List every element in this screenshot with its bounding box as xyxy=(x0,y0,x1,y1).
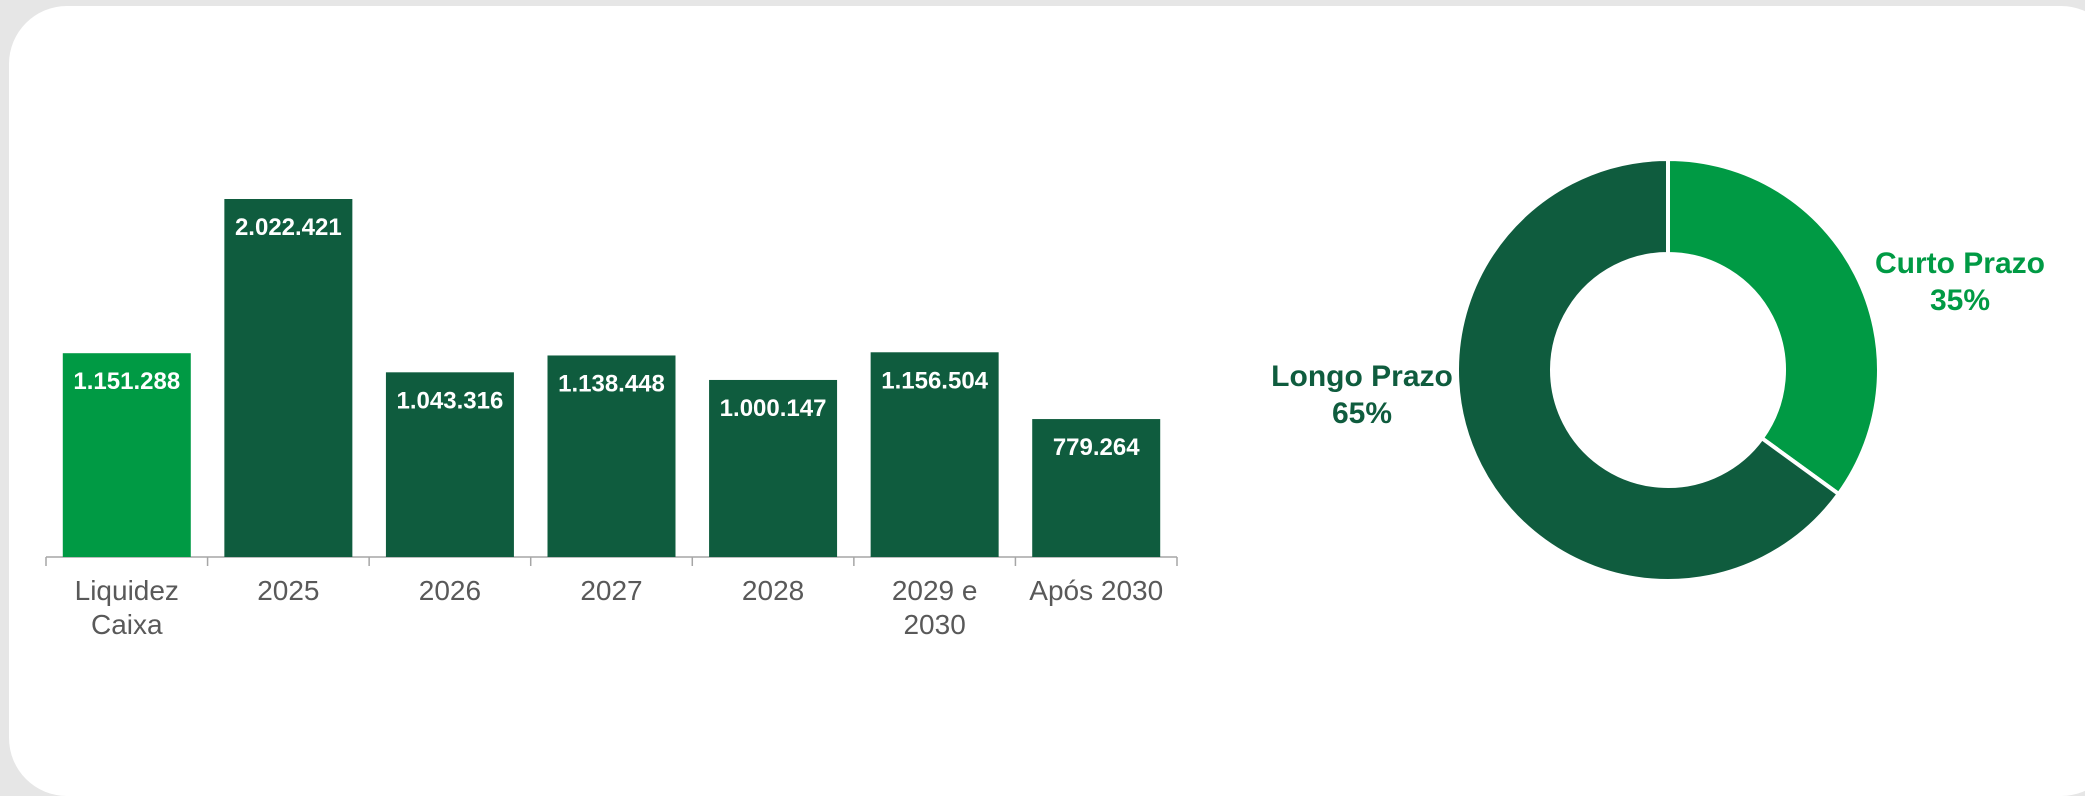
bar xyxy=(547,355,676,557)
x-tick-label: 2025 xyxy=(257,575,319,606)
bar xyxy=(709,379,838,557)
slice-percent-label: 35% xyxy=(1930,284,1990,317)
bar-value-label: 1.000.147 xyxy=(720,395,827,422)
chart-card xyxy=(9,6,2085,796)
slice-name-label: Longo Prazo xyxy=(1271,360,1453,393)
x-tick-label: Liquidez xyxy=(75,575,179,606)
slice-name-label: Curto Prazo xyxy=(1875,247,2045,280)
x-tick-label: 2029 e xyxy=(892,575,978,606)
slice-percent-label: 65% xyxy=(1332,397,1392,430)
bar-value-label: 779.264 xyxy=(1053,434,1140,461)
bar xyxy=(224,199,353,557)
donut-slice xyxy=(1455,156,1842,583)
bar-value-label: 2.022.421 xyxy=(235,214,342,241)
donut-chart: Curto Prazo 35% Longo Prazo 65% xyxy=(1271,156,2045,583)
bar xyxy=(870,352,999,557)
bar-value-label: 1.138.448 xyxy=(558,370,665,397)
bar xyxy=(1032,419,1161,557)
bar-value-label: 1.043.316 xyxy=(397,387,504,414)
bar xyxy=(385,372,514,557)
x-tick-label: 2027 xyxy=(580,575,642,606)
bar-value-label: 1.156.504 xyxy=(881,367,988,394)
x-tick-label: 2026 xyxy=(419,575,481,606)
bar-value-label: 1.151.288 xyxy=(73,368,180,395)
x-tick-label: 2030 xyxy=(903,609,965,640)
bar xyxy=(62,353,191,557)
x-tick-label: Após 2030 xyxy=(1029,575,1163,606)
x-tick-label: Caixa xyxy=(91,609,163,640)
x-tick-label: 2028 xyxy=(742,575,804,606)
donut-slice xyxy=(1666,156,1881,497)
